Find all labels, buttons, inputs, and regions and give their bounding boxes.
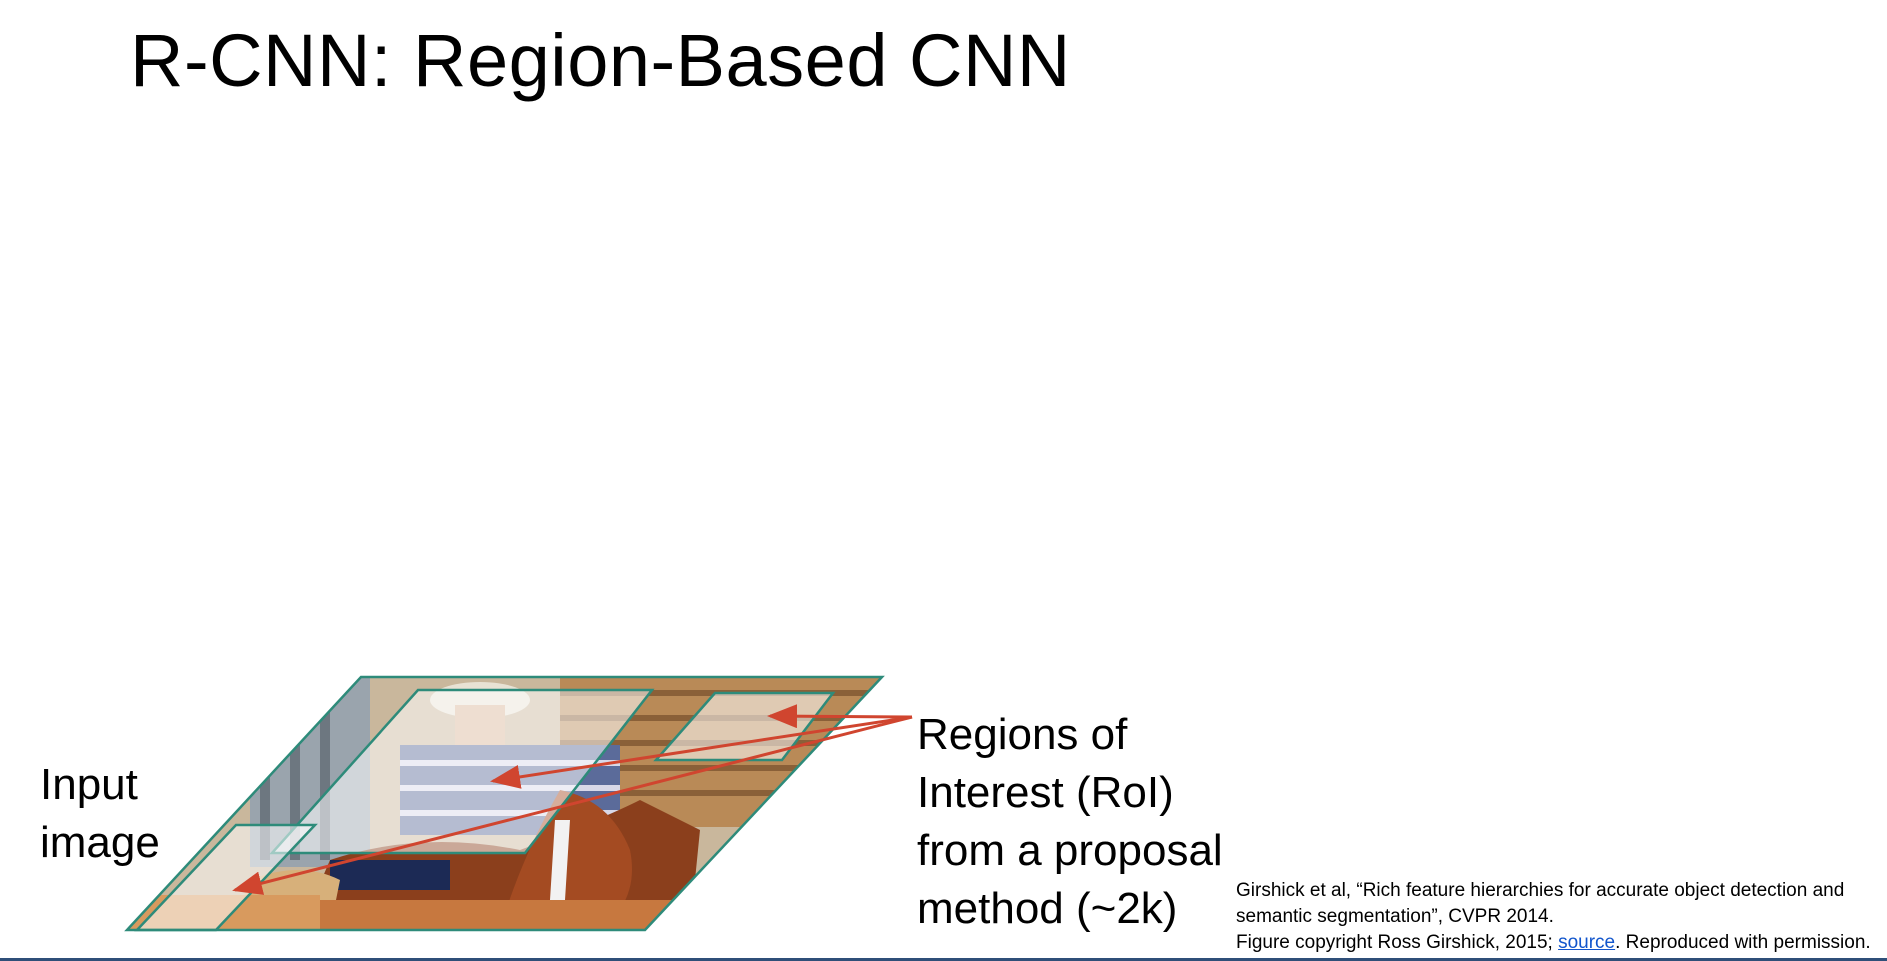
citation-line1: Girshick et al, “Rich feature hierarchie… [1236, 880, 1845, 901]
roi-label: Regions of Interest (RoI) from a proposa… [917, 706, 1223, 938]
roi-label-line4: method (~2k) [917, 884, 1178, 933]
roi-box-large [269, 688, 655, 855]
arrow-to-bottom-left-roi [232, 715, 913, 895]
roi-label-line1: Regions of [917, 710, 1128, 759]
input-label-line1: Input [40, 760, 138, 809]
horse [230, 790, 700, 930]
input-label-line2: image [40, 818, 160, 867]
slide-title: R-CNN: Region-Based CNN [130, 19, 1071, 102]
input-image-outline [124, 675, 885, 932]
citation-line3-post: . Reproduced with permission. [1615, 932, 1871, 953]
input-image-label: Input image [40, 756, 160, 872]
arrow-to-right-roi [767, 704, 913, 729]
roi-arrows [232, 704, 913, 895]
citation: Girshick et al, “Rich feature hierarchie… [1236, 878, 1871, 956]
source-link[interactable]: source [1558, 932, 1616, 953]
citation-line2: semantic segmentation”, CVPR 2014. [1236, 906, 1554, 927]
arrow-to-large-roi [490, 715, 913, 789]
roi-label-line3: from a proposal [917, 826, 1223, 875]
slide-bottom-bar [0, 958, 1887, 961]
citation-line3-pre: Figure copyright Ross Girshick, 2015; [1236, 932, 1559, 953]
citation-line3: Figure copyright Ross Girshick, 2015; so… [1236, 930, 1871, 956]
roi-label-line2: Interest (RoI) [917, 768, 1174, 817]
